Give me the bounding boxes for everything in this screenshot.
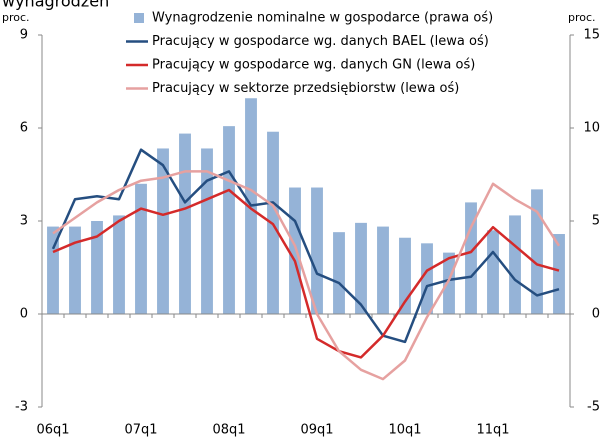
legend-swatch [134,13,144,23]
x-tick-label: 11q1 [476,423,509,438]
y-tick-label: 6 [20,121,28,136]
x-tick-label: 10q1 [388,423,421,438]
bar [157,148,169,314]
bar [69,226,81,314]
y2-tick-label: -5 [587,400,600,415]
chart-title: wynagrodzeń [2,0,109,11]
y2-tick-label: 15 [583,28,600,43]
y-tick-label: 0 [20,307,28,322]
legend-label: Pracujący w sektorze przedsiębiorstw (le… [152,81,459,96]
bar [355,222,367,314]
bar [553,234,565,314]
x-tick-label: 07q1 [124,423,157,438]
bar [333,232,345,314]
bar [531,189,543,314]
bar [91,221,103,314]
bar [399,237,411,314]
x-tick-label: 06q1 [36,423,69,438]
y-tick-label: -3 [15,400,28,415]
bar [421,243,433,314]
bar [311,187,323,314]
legend-label: Pracujący w gospodarce wg. danych GN (le… [152,58,475,73]
y2-axis-label: proc. [568,11,596,24]
x-tick-label: 09q1 [300,423,333,438]
bar [223,126,235,314]
bar [465,202,477,314]
x-tick-label: 08q1 [212,423,245,438]
bar [135,183,147,314]
bar [443,252,455,314]
bar [179,133,191,314]
bar [509,215,521,314]
y2-tick-label: 10 [583,121,600,136]
y2-tick-label: 0 [592,307,600,322]
y2-tick-label: 5 [592,214,600,229]
legend-label: Pracujący w gospodarce wg. danych BAEL (… [152,34,489,49]
bar [377,226,389,314]
bar [289,187,301,314]
bar [487,230,499,314]
y-axis-label: proc. [2,11,30,24]
y-tick-label: 3 [20,214,28,229]
legend-label: Wynagrodzenie nominalne w gospodarce (pr… [152,11,493,26]
line-series [52,170,561,381]
line-series [51,148,560,344]
y-tick-label: 9 [20,28,28,43]
bar [201,148,213,314]
bar [47,226,59,314]
bar [113,215,125,314]
line-series [52,188,560,359]
